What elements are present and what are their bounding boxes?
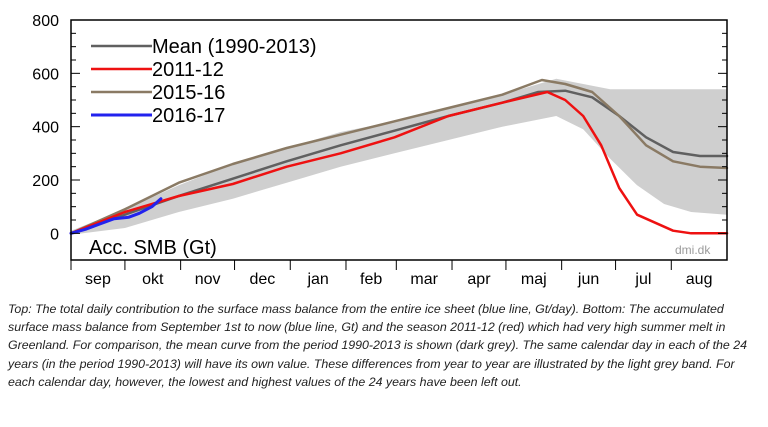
plot-title: Acc. SMB (Gt): [89, 237, 217, 259]
y-tick-label: 600: [32, 66, 59, 83]
x-tick-label-jul: jul: [634, 271, 651, 288]
x-tick-label-dec: dec: [250, 271, 276, 288]
legend-label: 2015-16: [152, 82, 225, 104]
x-tick-label-okt: okt: [142, 271, 164, 288]
x-tick-label-aug: aug: [686, 271, 713, 288]
x-tick-label-sep: sep: [85, 271, 111, 288]
x-tick-label-maj: maj: [521, 271, 547, 288]
x-tick-label-jun: jun: [577, 271, 599, 288]
range-band: [71, 78, 727, 235]
x-tick-label-mar: mar: [410, 271, 438, 288]
legend-label: 2016-17: [152, 105, 225, 127]
y-tick-label: 400: [32, 120, 59, 137]
smb-chart: 0 200 400 600 800 sep okt nov dec jan feb mar apr maj…: [32, 13, 729, 288]
series-line-2016-17: [69, 197, 163, 235]
y-tick-label: 800: [32, 13, 59, 30]
watermark: dmi.dk: [675, 243, 711, 257]
series-line-2011-12: [69, 90, 729, 235]
legend-label: Mean (1990-2013): [152, 36, 317, 58]
series-line-2015-16: [69, 78, 729, 235]
legend-label: 2011-12: [152, 59, 224, 81]
y-tick-label: 200: [32, 173, 59, 190]
y-tick-label: 0: [50, 226, 59, 243]
x-tick-label-apr: apr: [467, 271, 491, 288]
figure-caption: Top: The total daily contribution to the…: [8, 302, 748, 389]
x-tick-label-feb: feb: [360, 271, 382, 288]
x-tick-label-nov: nov: [195, 271, 221, 288]
x-tick-label-jan: jan: [306, 271, 328, 288]
